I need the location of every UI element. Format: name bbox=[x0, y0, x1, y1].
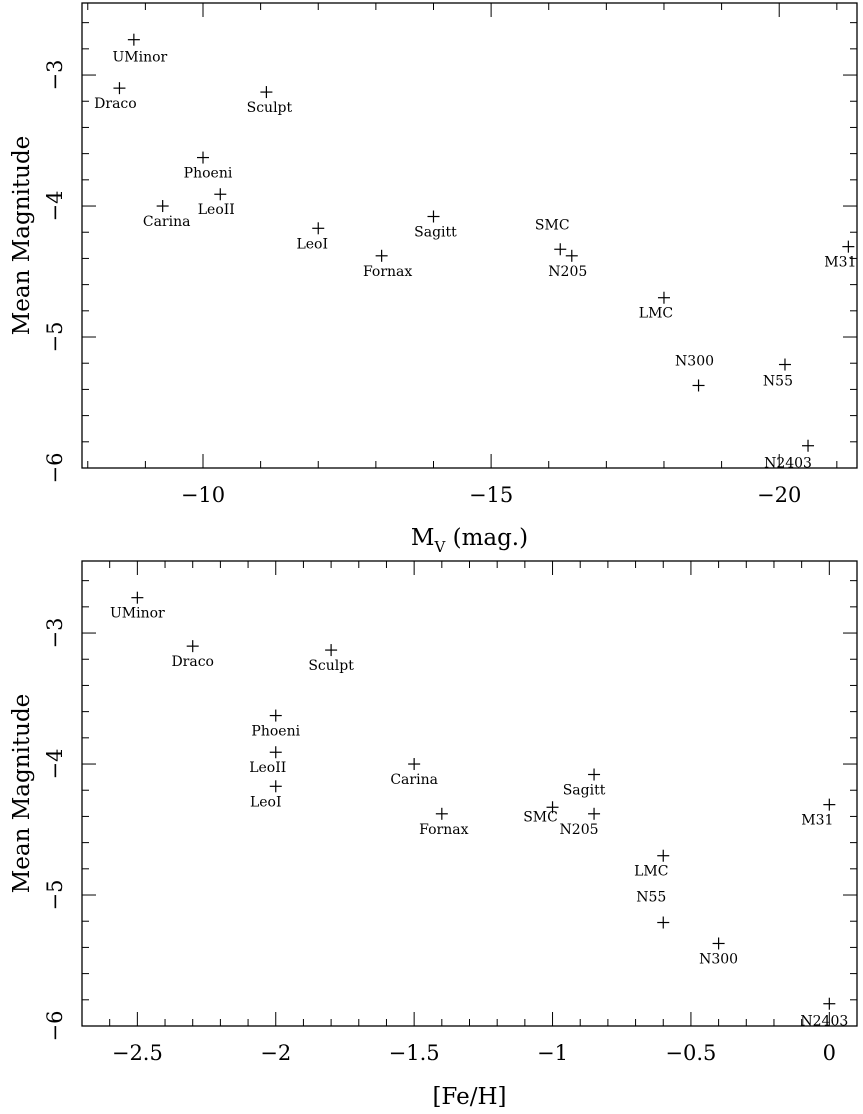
point-label-leoii: LeoII bbox=[198, 202, 235, 218]
data-point-fornax: Fornax bbox=[363, 249, 412, 280]
x-tick-label: −15 bbox=[469, 483, 513, 507]
y-tick-label: −3 bbox=[43, 618, 67, 649]
x-tick-label: −20 bbox=[757, 483, 801, 507]
point-label-smc: SMC bbox=[535, 217, 570, 233]
bottom-panel-feh: −2.5 −2 −1.5 −1 −0.5 0 −3 −4 −5 −6 Mean Magnitude [… bbox=[9, 560, 858, 1110]
x-tick-label: −1.5 bbox=[389, 1041, 440, 1065]
x-tick-label: −10 bbox=[181, 483, 225, 507]
point-label-m31: M31 bbox=[801, 813, 833, 829]
point-label-n205: N205 bbox=[548, 264, 587, 280]
y-tick-label: −4 bbox=[43, 749, 67, 780]
y-tick-label: −4 bbox=[43, 191, 67, 222]
point-label-sagitt: Sagitt bbox=[563, 783, 606, 799]
point-label-carina: Carina bbox=[390, 772, 438, 788]
x-axis-title-main: M bbox=[411, 525, 435, 551]
y-axis-title: Mean Magnitude bbox=[9, 136, 35, 336]
point-label-sagitt: Sagitt bbox=[414, 225, 457, 241]
data-point-smc: SMC bbox=[535, 217, 570, 256]
data-point-n205: N205 bbox=[548, 249, 587, 280]
point-label-lmc: LMC bbox=[639, 306, 673, 322]
point-label-n300: N300 bbox=[675, 353, 714, 369]
x-tick-label: −2 bbox=[260, 1041, 291, 1065]
data-point-n2403: N2403 bbox=[800, 997, 848, 1030]
data-point-lmc: LMC bbox=[639, 291, 673, 322]
y-tick-label: −5 bbox=[43, 880, 67, 911]
data-point-n55: N55 bbox=[636, 890, 670, 929]
data-point-uminor: UMinor bbox=[112, 33, 168, 66]
data-point-n300: N300 bbox=[699, 937, 738, 967]
data-point-draco: Draco bbox=[94, 82, 137, 112]
point-label-uminor: UMinor bbox=[110, 606, 165, 622]
point-label-smc: SMC bbox=[523, 809, 558, 825]
data-point-sculpt: Sculpt bbox=[247, 86, 293, 116]
data-point-m31: M31 bbox=[824, 240, 856, 271]
data-point-phoeni: Phoeni bbox=[251, 709, 301, 740]
point-label-fornax: Fornax bbox=[419, 822, 468, 838]
y-tick-label: −6 bbox=[43, 453, 67, 484]
data-point-smc: SMC bbox=[523, 801, 559, 825]
data-point-leoi: LeoI bbox=[250, 780, 282, 810]
y-axis-title: Mean Magnitude bbox=[9, 694, 35, 894]
y-tick-label: −3 bbox=[43, 60, 67, 91]
x-axis-title-unit: (mag.) bbox=[445, 525, 528, 551]
point-label-draco: Draco bbox=[94, 96, 137, 112]
point-label-n55: N55 bbox=[763, 374, 793, 390]
data-point-n2403: N2403 bbox=[764, 439, 815, 472]
point-label-draco: Draco bbox=[171, 654, 214, 670]
point-label-sculpt: Sculpt bbox=[308, 658, 354, 674]
point-label-leoii: LeoII bbox=[249, 760, 286, 776]
x-axis-title-subscript: V bbox=[433, 538, 446, 556]
x-tick-label: −0.5 bbox=[665, 1041, 716, 1065]
data-point-carina: Carina bbox=[143, 200, 191, 230]
data-point-uminor: UMinor bbox=[110, 591, 165, 622]
x-axis-title: [Fe/H] bbox=[432, 1084, 506, 1110]
data-point-n55: N55 bbox=[763, 358, 793, 390]
point-label-m31: M31 bbox=[824, 255, 856, 271]
top-panel-mv: −10 −15 −20 −3 −4 −5 −6 Mean Magnitude MV (mag.)… bbox=[9, 2, 858, 556]
point-label-leoi: LeoI bbox=[250, 794, 282, 810]
y-tick-label: −5 bbox=[43, 322, 67, 353]
point-label-n205: N205 bbox=[560, 822, 599, 838]
data-point-m31: M31 bbox=[801, 798, 836, 829]
point-label-n300: N300 bbox=[699, 951, 738, 967]
x-tick-label: −2.5 bbox=[112, 1041, 163, 1065]
x-axis-title: MV (mag.) bbox=[411, 525, 528, 556]
x-tick-label: 0 bbox=[823, 1041, 836, 1065]
data-point-phoeni: Phoeni bbox=[184, 151, 233, 182]
data-point-lmc: LMC bbox=[634, 849, 670, 880]
data-point-draco: Draco bbox=[171, 640, 214, 670]
point-label-leoi: LeoI bbox=[296, 236, 328, 252]
data-point-leoii: LeoII bbox=[249, 746, 286, 776]
data-point-leoii: LeoII bbox=[198, 188, 235, 218]
point-label-lmc: LMC bbox=[634, 864, 668, 880]
data-point-fornax: Fornax bbox=[419, 807, 469, 838]
data-point-n300: N300 bbox=[675, 353, 714, 392]
data-point-leoi: LeoI bbox=[296, 222, 328, 252]
point-label-fornax: Fornax bbox=[363, 264, 412, 280]
plot-frame bbox=[81, 560, 858, 1027]
plot-frame bbox=[81, 2, 858, 469]
x-tick-label: −1 bbox=[537, 1041, 568, 1065]
data-point-sagitt: Sagitt bbox=[563, 768, 606, 799]
point-label-n2403: N2403 bbox=[764, 456, 812, 472]
point-label-sculpt: Sculpt bbox=[247, 100, 293, 116]
data-point-sagitt: Sagitt bbox=[414, 210, 457, 241]
data-point-sculpt: Sculpt bbox=[308, 644, 354, 674]
point-label-n2403: N2403 bbox=[800, 1014, 848, 1030]
point-label-n55: N55 bbox=[636, 890, 666, 906]
point-label-phoeni: Phoeni bbox=[184, 166, 233, 182]
y-tick-label: −6 bbox=[43, 1011, 67, 1042]
point-label-carina: Carina bbox=[143, 214, 191, 230]
point-label-uminor: UMinor bbox=[112, 50, 167, 66]
data-point-n205: N205 bbox=[560, 807, 601, 838]
data-point-carina: Carina bbox=[390, 758, 438, 788]
point-label-phoeni: Phoeni bbox=[251, 724, 300, 740]
